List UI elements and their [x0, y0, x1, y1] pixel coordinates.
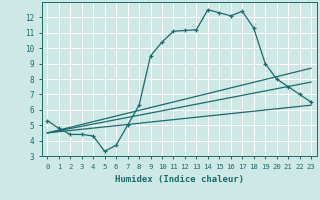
X-axis label: Humidex (Indice chaleur): Humidex (Indice chaleur): [115, 175, 244, 184]
